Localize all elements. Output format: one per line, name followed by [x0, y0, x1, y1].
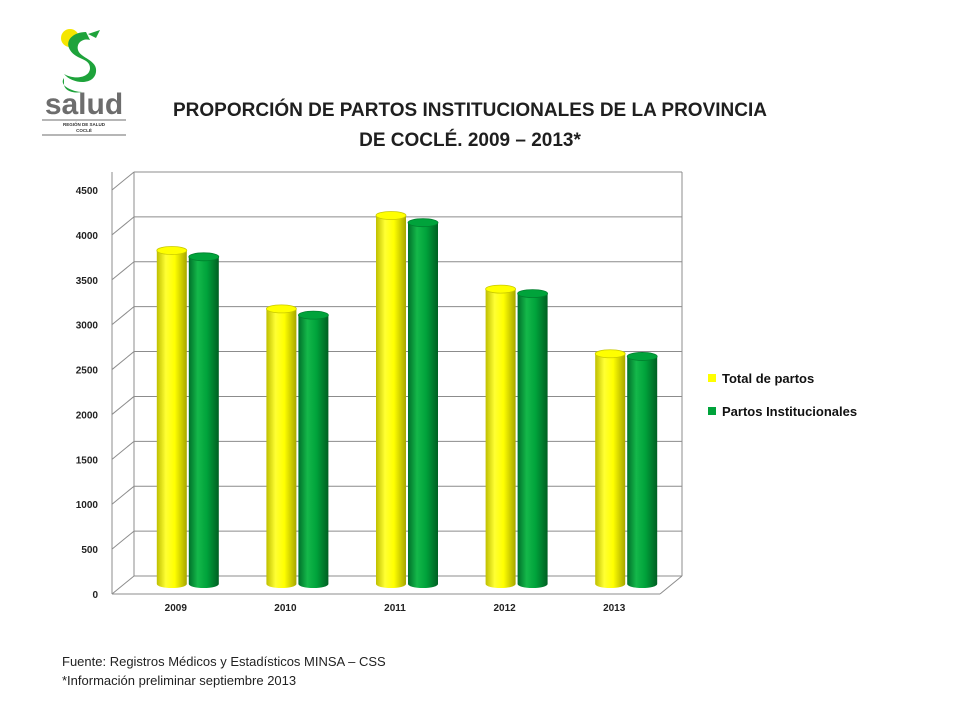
y-tick-label: 4000 [76, 231, 99, 242]
x-tick-label: 2010 [274, 603, 297, 614]
y-tick-label: 3000 [76, 321, 99, 332]
chart-title-line-1: PROPORCIÓN DE PARTOS INSTITUCIONALES DE … [173, 100, 767, 121]
gridline-diagonal [111, 396, 135, 415]
chart-legend: Total de partos Partos Institucionales [708, 368, 857, 434]
legend-swatch [708, 374, 716, 382]
gridline-diagonal [111, 530, 135, 550]
legend-label: Total de partos [722, 370, 815, 386]
y-tick-label: 3500 [76, 276, 99, 287]
logo-subtitle-1: REGIÓN DE SALUD [63, 120, 106, 127]
source-note: Fuente: Registros Médicos y Estadísticos… [62, 654, 386, 669]
gridline-diagonal [111, 351, 135, 370]
y-tick-label: 0 [92, 590, 98, 601]
bar-2010-institucional [297, 310, 329, 588]
footer: Fuente: Registros Médicos y Estadísticos… [62, 652, 386, 690]
salud-logo: salud REGIÓN DE SALUD COCLÉ [42, 29, 126, 136]
bar-2009-institucional [188, 252, 220, 588]
y-tick-label: 1000 [76, 500, 99, 511]
chart-title-line-2: DE COCLÉ. 2009 – 2013* [359, 130, 581, 151]
y-tick-label: 2500 [76, 366, 99, 377]
bar-2010-total [265, 304, 297, 588]
bar-2009-total [156, 246, 188, 588]
legend-item: Total de partos [708, 368, 857, 388]
gridline-diagonal [111, 440, 135, 460]
bar-2013-institucional [626, 352, 658, 588]
bar-2013-total [594, 349, 626, 588]
gridline-diagonal [111, 575, 135, 595]
legend-swatch [708, 407, 716, 415]
bar-2011-total [375, 211, 407, 588]
gridline-diagonal [111, 306, 135, 326]
x-tick-label: 2011 [384, 603, 406, 614]
x-tick-label: 2009 [165, 603, 188, 614]
logo-text: salud [45, 88, 123, 121]
gridline-diagonal [111, 216, 135, 236]
y-tick-label: 2000 [76, 410, 99, 421]
logo-subtitle-2: COCLÉ [76, 126, 92, 133]
chart-title: PROPORCIÓN DE PARTOS INSTITUCIONALES DE … [150, 96, 790, 156]
x-tick-label: 2012 [493, 603, 516, 614]
y-tick-label: 500 [81, 545, 98, 556]
gridline-diagonal [111, 171, 135, 191]
legend-label: Partos Institucionales [722, 403, 858, 419]
y-tick-label: 4500 [76, 186, 99, 197]
y-tick-label: 1500 [76, 455, 99, 466]
gridline-diagonal [111, 485, 135, 505]
bar-2012-institucional [517, 289, 548, 588]
bar-2012-total [485, 284, 517, 588]
legend-item: Partos Institucionales [708, 401, 857, 421]
bar-2011-institucional [407, 218, 439, 588]
gridline-diagonal [111, 261, 135, 281]
x-tick-label: 2013 [603, 603, 626, 614]
floor-right-edge [659, 575, 683, 595]
preliminary-note: *Información preliminar septiembre 2013 [62, 673, 297, 688]
